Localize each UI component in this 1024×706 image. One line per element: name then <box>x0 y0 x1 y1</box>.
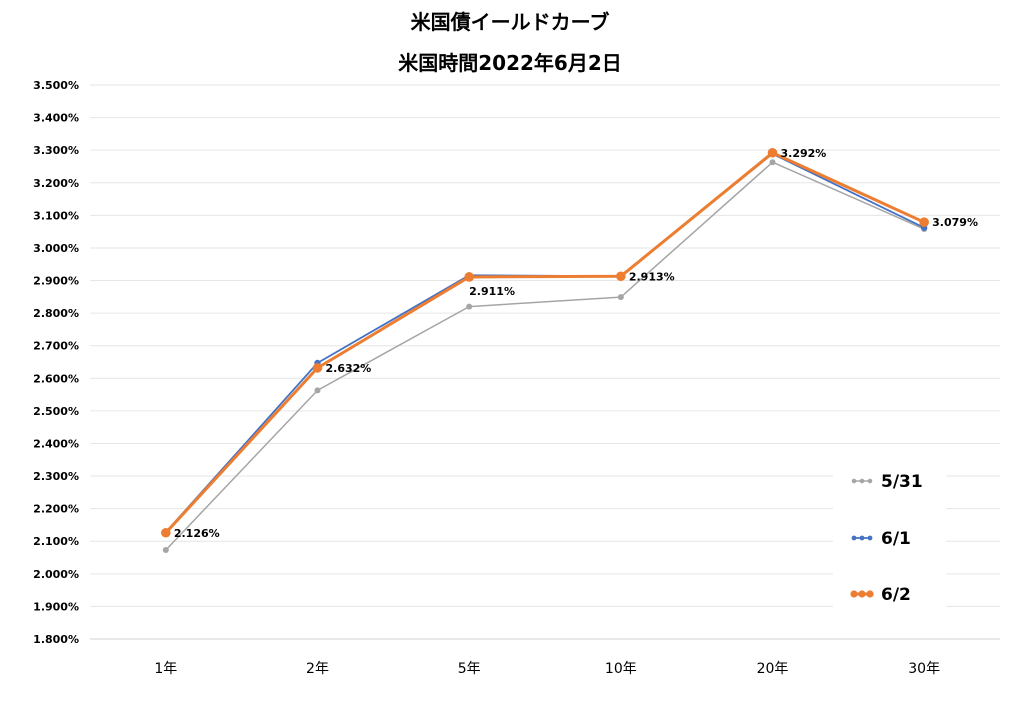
data-point <box>919 217 929 227</box>
data-label: 2.126% <box>174 527 220 540</box>
data-point <box>616 271 626 282</box>
legend-label: 5/31 <box>881 472 923 492</box>
data-label: 2.913% <box>629 270 675 283</box>
y-tick-label: 2.500% <box>33 405 79 418</box>
data-point <box>617 294 624 301</box>
data-point <box>312 363 323 373</box>
data-point <box>314 387 321 394</box>
y-tick-label: 3.300% <box>33 144 79 157</box>
x-axis-ticks: 1年 2年 5年 10年 20年 30年 <box>154 661 940 677</box>
x-tick-label: 30年 <box>908 661 940 677</box>
y-tick-label: 2.600% <box>33 372 79 385</box>
y-tick-label: 2.100% <box>33 535 79 548</box>
y-tick-label: 3.000% <box>33 242 79 255</box>
data-label: 3.079% <box>932 216 978 229</box>
data-point <box>769 159 776 166</box>
y-tick-label: 3.200% <box>33 177 79 190</box>
legend-swatch-marker <box>859 478 865 484</box>
legend-swatch-marker <box>858 590 866 598</box>
x-tick-label: 2年 <box>306 661 329 677</box>
legend-swatch-marker <box>866 590 874 598</box>
y-tick-label: 2.900% <box>33 275 79 288</box>
series-6-2 <box>161 147 929 538</box>
data-labels: 2.126% 2.632% 2.911% 2.913% 3.292% 3.079% <box>174 147 978 540</box>
y-tick-label: 2.800% <box>33 307 79 320</box>
legend-label: 6/2 <box>881 585 911 605</box>
y-tick-label: 3.400% <box>33 112 79 125</box>
data-point <box>161 527 171 538</box>
data-point <box>464 272 474 282</box>
chart-title: 米国債イールドカーブ <box>411 10 610 34</box>
y-tick-label: 2.200% <box>33 503 79 516</box>
legend-swatch-marker <box>867 478 873 484</box>
legend-swatch-marker <box>850 590 858 598</box>
legend-swatch-marker <box>851 535 857 541</box>
legend: 5/31 6/1 6/2 <box>833 457 946 617</box>
y-tick-label: 2.700% <box>33 340 79 353</box>
legend-swatch-marker <box>859 535 865 541</box>
data-point <box>162 547 169 554</box>
y-tick-label: 1.900% <box>33 600 79 613</box>
data-label: 3.292% <box>781 147 827 160</box>
x-tick-label: 5年 <box>458 661 481 677</box>
chart-subtitle: 米国時間2022年6月2日 <box>398 51 622 75</box>
legend-swatch-marker <box>867 535 873 541</box>
y-tick-label: 3.500% <box>33 79 79 92</box>
y-tick-label: 3.100% <box>33 209 79 222</box>
legend-item-6-2: 6/2 <box>850 585 911 605</box>
series-line <box>165 161 925 551</box>
legend-label: 6/1 <box>881 529 911 549</box>
y-tick-label: 2.300% <box>33 470 79 483</box>
gridlines <box>90 84 1000 640</box>
data-label: 2.911% <box>469 285 515 298</box>
y-axis-ticks: 1.800% 1.900% 2.000% 2.100% 2.200% 2.300% 2.40… <box>33 79 79 646</box>
legend-swatch-marker <box>851 478 857 484</box>
data-label: 2.632% <box>326 362 372 375</box>
x-tick-label: 20年 <box>757 661 789 677</box>
legend-item-5-31: 5/31 <box>851 472 923 492</box>
y-tick-label: 1.800% <box>33 633 79 646</box>
series-line <box>164 151 926 535</box>
x-tick-label: 10年 <box>605 661 637 677</box>
x-tick-label: 1年 <box>154 661 177 677</box>
y-tick-label: 2.000% <box>33 568 79 581</box>
legend-item-6-1: 6/1 <box>851 529 911 549</box>
data-point <box>466 303 473 310</box>
data-point <box>767 147 778 158</box>
series-layer <box>161 147 929 554</box>
y-tick-label: 2.400% <box>33 437 79 450</box>
